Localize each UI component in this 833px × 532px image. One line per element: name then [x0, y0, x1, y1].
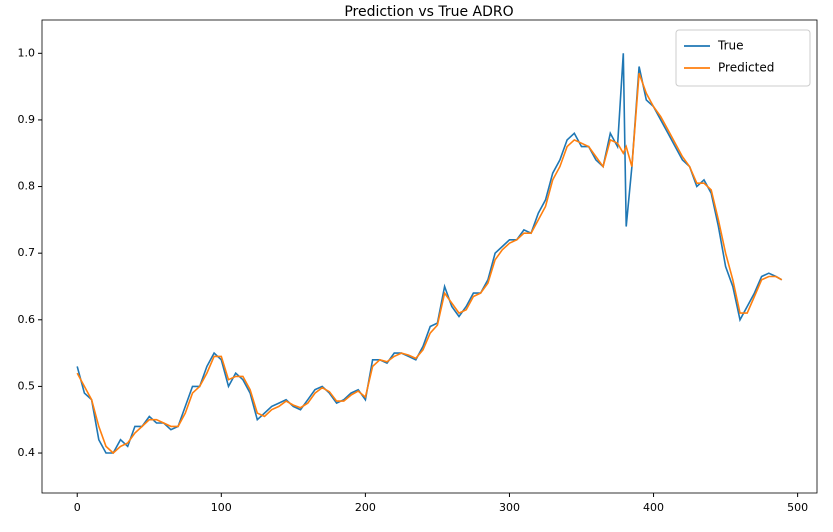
line-series: [76, 53, 783, 454]
y-tick-label: 0.5: [18, 379, 36, 392]
x-tick-label: 300: [499, 501, 520, 514]
y-tick-label: 0.6: [18, 313, 36, 326]
x-tick-label: 500: [787, 501, 808, 514]
x-tick-label: 0: [74, 501, 81, 514]
legend-label: Predicted: [718, 61, 774, 75]
x-tick-label: 100: [211, 501, 232, 514]
line-series: [76, 73, 783, 455]
y-tick-label: 0.8: [18, 180, 36, 193]
y-tick-label: 0.7: [18, 246, 36, 259]
y-tick-label: 0.9: [18, 113, 36, 126]
legend-box: [675, 29, 811, 87]
x-tick-label: 400: [643, 501, 664, 514]
y-tick-label: 1.0: [18, 46, 36, 59]
chart-title: Prediction vs True ADRO: [344, 4, 513, 20]
y-tick-label: 0.4: [18, 446, 36, 459]
plot-frame: [41, 19, 818, 494]
x-tick-label: 200: [355, 501, 376, 514]
legend-label: True: [717, 39, 744, 53]
